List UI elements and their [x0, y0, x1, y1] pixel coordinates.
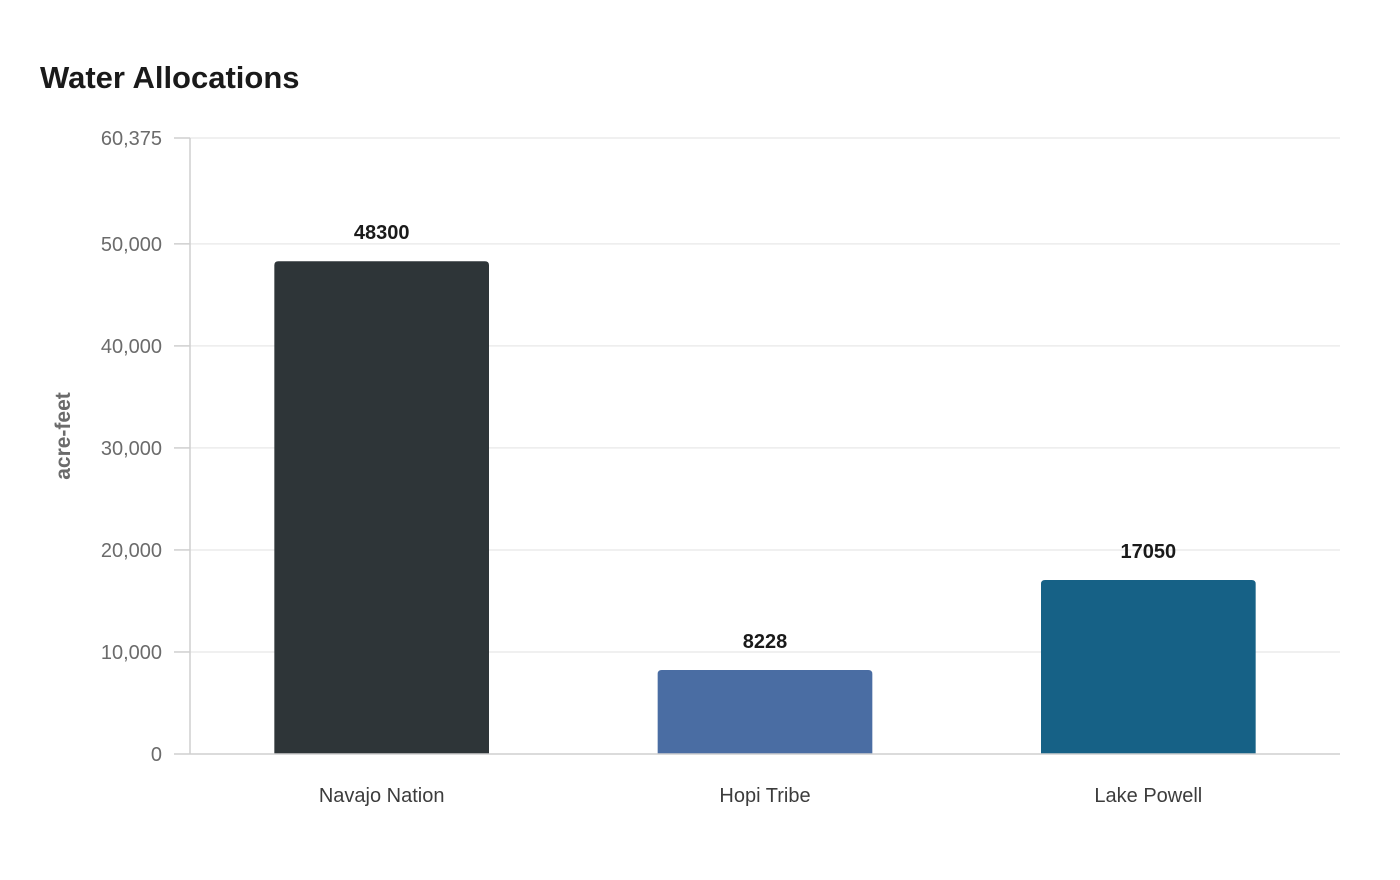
y-tick-label: 60,375	[101, 128, 162, 150]
x-category-label: Lake Powell	[1094, 785, 1202, 807]
axes	[174, 137, 1340, 755]
bar-navajo-nation	[274, 261, 489, 754]
bar-value-label: 17050	[1121, 541, 1177, 563]
labels: 0 10,000 20,000 30,000 40,000 50,000 60,375 483…	[101, 128, 1202, 807]
bar-hopi-tribe	[657, 670, 873, 754]
y-tick-label: 0	[151, 744, 162, 766]
bar-value-label: 48300	[354, 222, 410, 244]
y-axis-title: acre-feet	[52, 392, 75, 480]
bar-lake-powell	[1041, 580, 1256, 754]
bars	[274, 261, 1256, 754]
x-category-label: Hopi Tribe	[719, 785, 810, 807]
y-tick-label: 30,000	[101, 438, 162, 460]
chart-title: Water Allocations	[40, 60, 300, 95]
y-tick-label: 10,000	[101, 642, 162, 664]
y-tick-label: 40,000	[101, 336, 162, 358]
y-tick-label: 20,000	[101, 540, 162, 562]
x-category-label: Navajo Nation	[319, 785, 445, 807]
y-tick-label: 50,000	[101, 234, 162, 256]
bar-value-label: 8228	[743, 631, 788, 653]
